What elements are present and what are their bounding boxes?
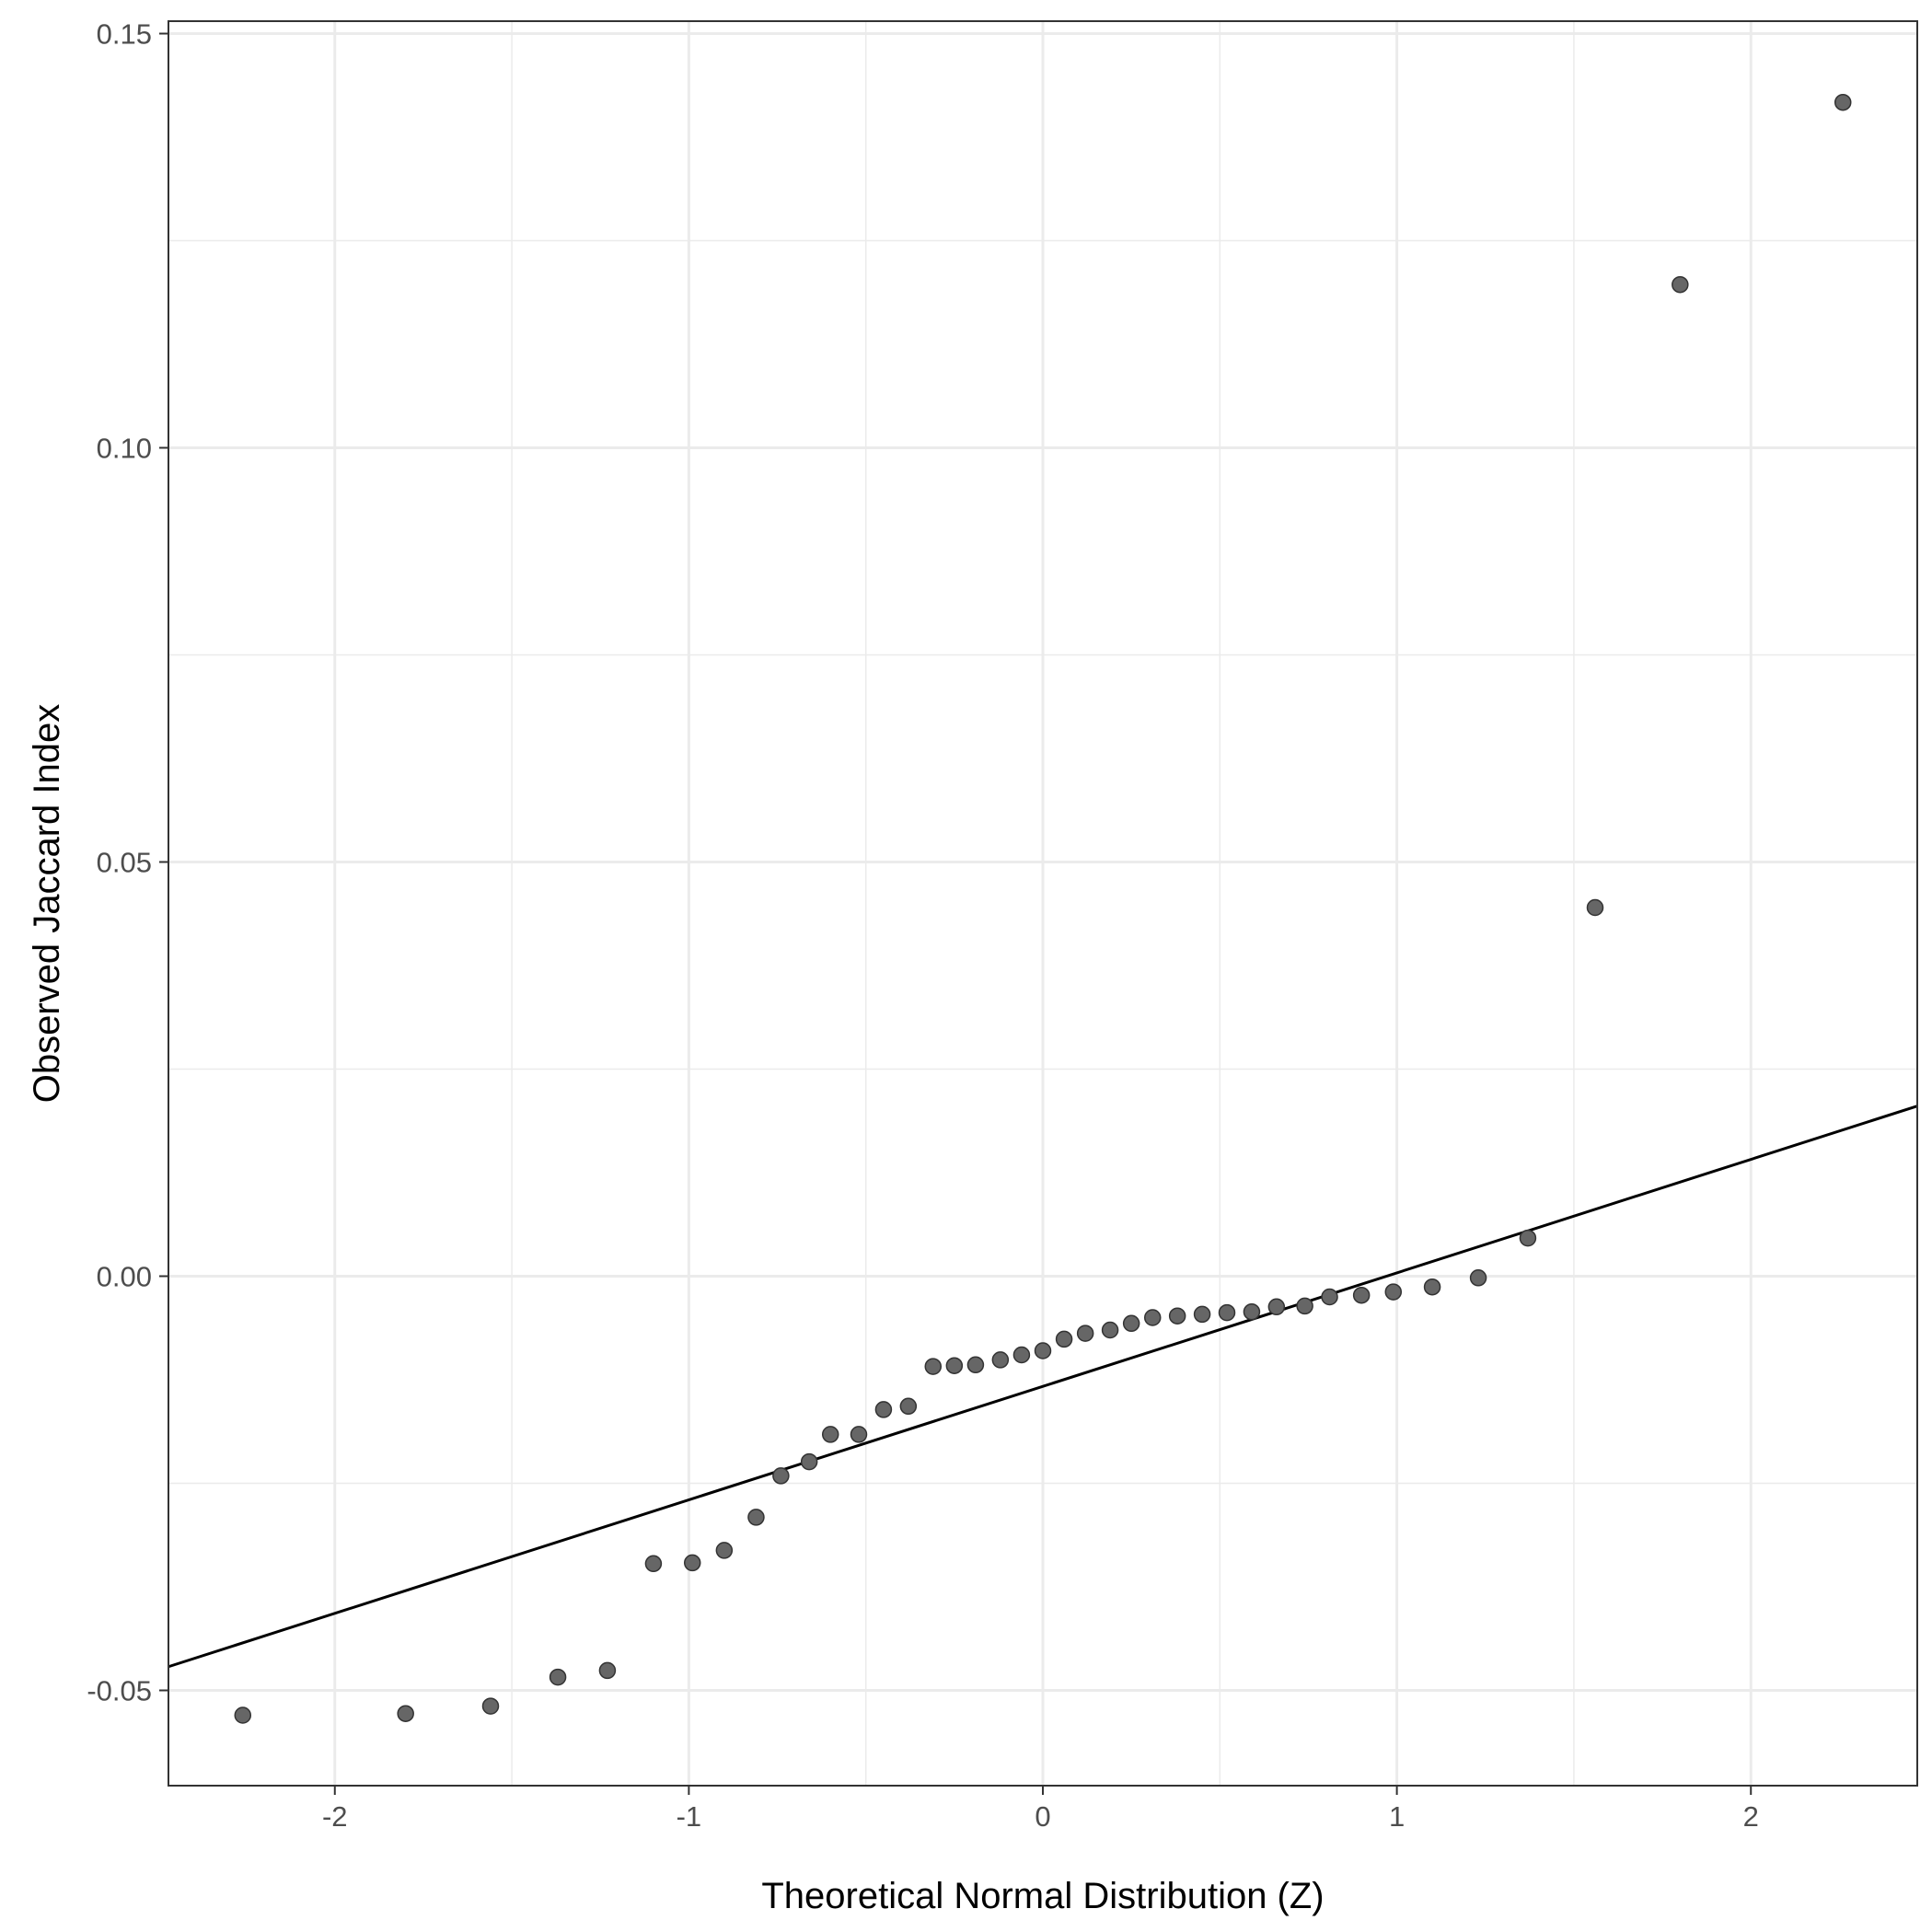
data-point xyxy=(644,1555,663,1573)
y-tick-label: 0.00 xyxy=(97,1261,152,1293)
data-point xyxy=(1034,1342,1052,1359)
data-point xyxy=(1243,1302,1261,1321)
data-point xyxy=(1519,1229,1537,1247)
data-point xyxy=(850,1426,868,1443)
data-point xyxy=(1076,1325,1094,1342)
y-tick-label: -0.05 xyxy=(87,1675,152,1707)
data-point xyxy=(924,1358,943,1375)
data-point xyxy=(549,1668,567,1686)
major-gridlines xyxy=(168,21,1917,1786)
data-point xyxy=(1672,275,1689,294)
x-axis-title: Theoretical Normal Distribution (Z) xyxy=(761,1876,1324,1916)
x-tick-label: 0 xyxy=(1035,1800,1050,1833)
y-tick-label: 0.05 xyxy=(97,847,152,879)
x-tick-label: 2 xyxy=(1743,1800,1759,1833)
data-point xyxy=(1143,1309,1162,1326)
data-point xyxy=(1267,1298,1286,1316)
y-tick-label: 0.15 xyxy=(97,18,152,51)
y-axis-title: Observed Jaccard Index xyxy=(27,704,67,1104)
data-point xyxy=(1321,1288,1338,1306)
data-point xyxy=(772,1467,790,1485)
data-point xyxy=(747,1509,765,1526)
data-points xyxy=(234,93,1852,1724)
y-tick-label: 0.10 xyxy=(97,433,152,465)
data-point xyxy=(715,1542,734,1559)
data-point xyxy=(821,1426,839,1443)
data-point xyxy=(1384,1283,1403,1301)
data-point xyxy=(1122,1314,1140,1333)
data-point xyxy=(1352,1286,1371,1304)
x-tick-label: -2 xyxy=(322,1800,348,1833)
data-point xyxy=(1469,1269,1487,1287)
data-point xyxy=(1218,1303,1236,1322)
data-point xyxy=(598,1661,617,1680)
data-point xyxy=(1101,1321,1119,1339)
x-tick-label: -1 xyxy=(677,1800,702,1833)
reference-line-layer xyxy=(168,1105,1918,1669)
data-point xyxy=(1168,1307,1186,1325)
data-point xyxy=(874,1401,893,1418)
data-point xyxy=(481,1697,500,1715)
data-point xyxy=(1423,1278,1441,1296)
data-point xyxy=(991,1351,1010,1369)
data-point xyxy=(800,1452,818,1471)
data-point xyxy=(1296,1297,1313,1315)
qq-reference-line xyxy=(168,1105,1918,1669)
data-point xyxy=(966,1356,985,1374)
data-point xyxy=(1012,1346,1031,1364)
data-point xyxy=(1055,1330,1073,1348)
data-point xyxy=(945,1357,964,1374)
data-point xyxy=(1834,93,1852,111)
data-point xyxy=(234,1706,252,1724)
data-point xyxy=(1586,898,1604,917)
data-point xyxy=(683,1554,701,1572)
data-point xyxy=(1193,1305,1211,1324)
data-point xyxy=(899,1397,918,1416)
y-axis-ticks: -0.05 0.00 0.05 0.10 0.15 xyxy=(87,18,168,1707)
x-tick-label: 1 xyxy=(1389,1800,1405,1833)
x-axis-ticks: -2 -1 0 1 2 xyxy=(322,1786,1759,1833)
data-point xyxy=(397,1705,414,1722)
